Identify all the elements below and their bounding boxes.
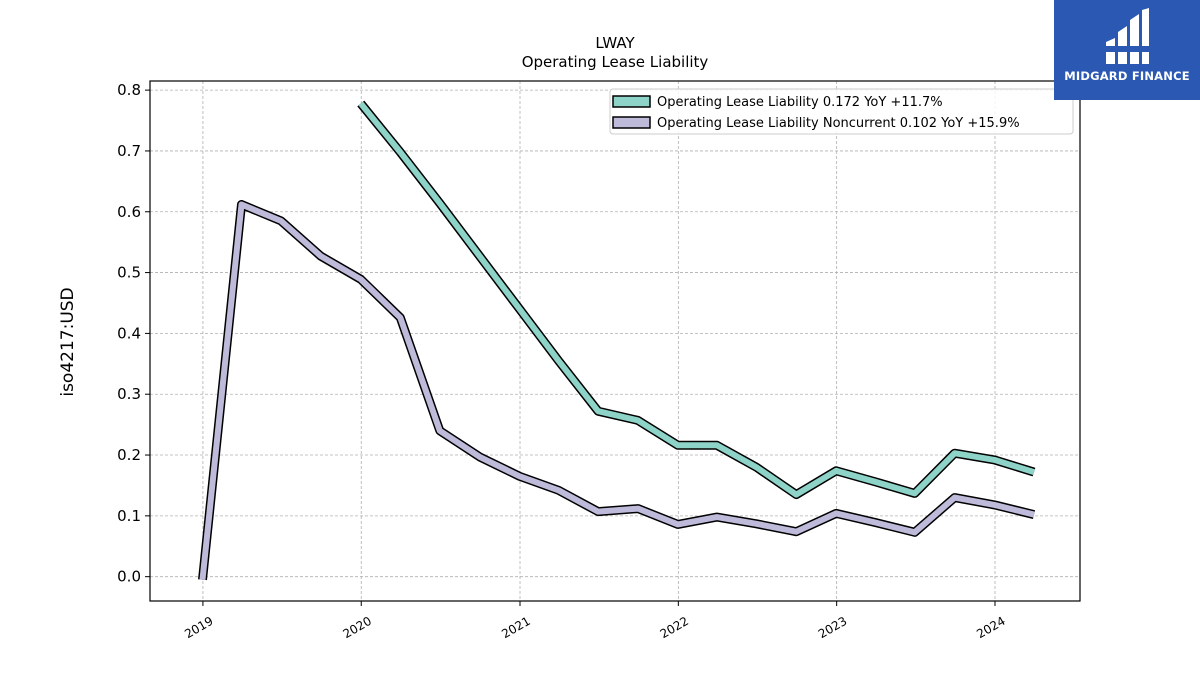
x-tick-label: 2020 <box>341 614 374 641</box>
legend: Operating Lease Liability 0.172 YoY +11.… <box>609 88 1074 135</box>
legend-entry: Operating Lease Liability 0.172 YoY +11.… <box>657 95 943 110</box>
x-tick-label: 2021 <box>499 614 532 641</box>
brand-logo: MIDGARD FINANCE <box>1054 0 1200 100</box>
legend-swatch <box>612 116 651 129</box>
y-tick-label: 0.7 <box>117 142 141 160</box>
series-line-0 <box>358 101 1035 498</box>
y-tick-label: 0.8 <box>117 81 141 99</box>
chart-title: LWAY <box>595 34 635 52</box>
brand-mark-icon <box>1106 8 1149 64</box>
y-tick-label: 0.1 <box>117 507 141 525</box>
y-tick-label: 0.2 <box>117 446 141 464</box>
y-tick-label: 0.6 <box>117 203 141 221</box>
y-tick-label: 0.0 <box>117 568 141 586</box>
legend-swatch <box>612 95 651 108</box>
legend-box <box>609 88 1074 135</box>
chart-subtitle: Operating Lease Liability <box>522 53 709 71</box>
series-layer <box>198 100 1036 581</box>
y-tick-label: 0.5 <box>117 264 141 282</box>
grid-lines <box>150 81 1080 601</box>
brand-name: MIDGARD FINANCE <box>1064 69 1190 83</box>
series-outline-0 <box>357 100 1036 500</box>
y-tick-label: 0.4 <box>117 324 141 342</box>
y-axis-label: iso4217:USD <box>58 287 78 396</box>
x-tick-label: 2024 <box>974 614 1007 641</box>
axes: 0.0 0.1 0.2 0.3 0.4 0.5 0.6 0.7 0.8 2019 2020 2021 2… <box>117 80 1081 641</box>
x-tick-label: 2019 <box>182 614 215 641</box>
legend-entry: Operating Lease Liability Noncurrent 0.1… <box>657 116 1020 131</box>
series-line-1 <box>199 201 1035 581</box>
y-tick-label: 0.3 <box>117 385 141 403</box>
plot-frame <box>149 80 1081 602</box>
x-tick-label: 2022 <box>658 614 691 641</box>
x-tick-label: 2023 <box>816 614 849 641</box>
